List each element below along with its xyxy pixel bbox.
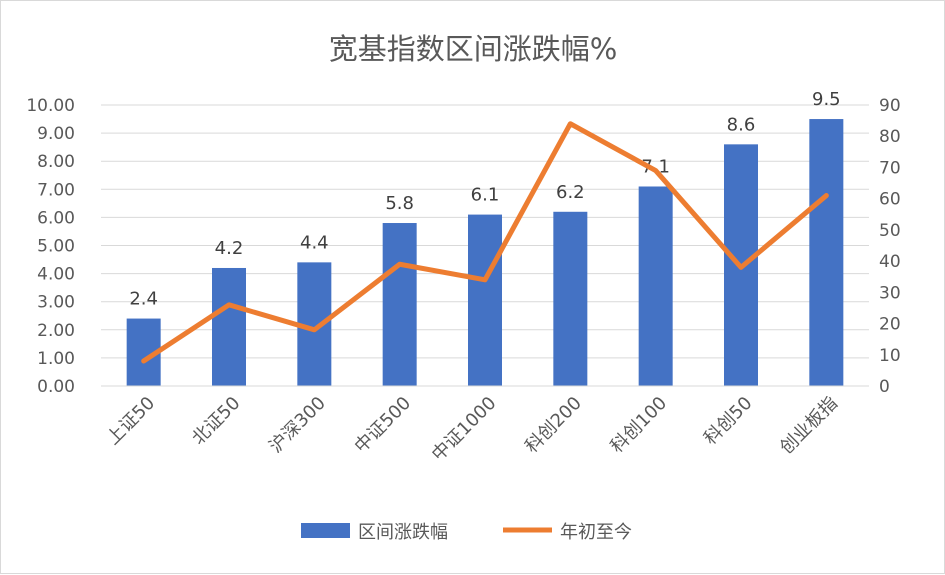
bar — [468, 215, 502, 386]
y-right-tick-label: 20 — [879, 315, 901, 335]
data-label: 6.2 — [556, 182, 585, 203]
y-left-tick-label: 8.00 — [37, 152, 75, 172]
data-label: 8.6 — [727, 114, 756, 135]
data-label: 9.5 — [812, 89, 841, 110]
y-left-tick-label: 4.00 — [37, 265, 75, 285]
bar — [809, 119, 843, 386]
chart-title: 宽基指数区间涨跌幅% — [329, 32, 618, 66]
data-label: 5.8 — [385, 193, 414, 214]
y-right-tick-label: 90 — [879, 96, 901, 116]
x-tick-label: 中证500 — [351, 393, 416, 458]
y-right-tick-label: 60 — [879, 190, 901, 210]
y-right-tick-label: 0 — [879, 377, 890, 397]
y-left-tick-label: 10.00 — [26, 96, 75, 116]
y-left-tick-label: 6.00 — [37, 208, 75, 228]
data-label: 4.4 — [300, 232, 329, 253]
x-tick-label: 北证50 — [188, 393, 245, 450]
data-label: 6.1 — [471, 185, 500, 206]
bar — [553, 212, 587, 386]
y-left-tick-label: 7.00 — [37, 180, 75, 200]
data-label: 2.4 — [129, 289, 158, 310]
bar — [639, 186, 673, 386]
legend-label-line: 年初至今 — [560, 522, 632, 543]
x-tick-label: 中证1000 — [428, 393, 501, 466]
x-tick-label: 上证50 — [103, 393, 160, 450]
legend-swatch-bar — [301, 523, 350, 538]
y-left-tick-label: 0.00 — [37, 377, 75, 397]
y-right-tick-label: 10 — [879, 346, 901, 366]
y-left-tick-label: 3.00 — [37, 293, 75, 313]
y-left-tick-label: 1.00 — [37, 349, 75, 369]
y-left-tick-label: 9.00 — [37, 124, 75, 144]
x-tick-label: 创业板指 — [776, 393, 842, 459]
x-tick-label: 科创50 — [700, 393, 757, 450]
axes: 0.00 1.00 2.00 3.00 4.00 5.00 6.00 7.00 8.00 9.00… — [26, 96, 900, 465]
y-right-tick-label: 30 — [879, 283, 901, 303]
x-tick-label: 沪深300 — [265, 393, 330, 458]
y-left-tick-label: 2.00 — [37, 321, 75, 341]
y-left-tick-label: 5.00 — [37, 237, 75, 257]
y-right-tick-label: 70 — [879, 158, 901, 178]
legend: 区间涨跌幅 年初至今 — [301, 522, 632, 543]
y-right-tick-label: 50 — [879, 221, 901, 241]
bar — [212, 268, 246, 386]
legend-label-bar: 区间涨跌幅 — [358, 522, 448, 543]
x-tick-label: 科创200 — [521, 393, 586, 458]
y-right-tick-label: 40 — [879, 252, 901, 272]
y-right-tick-label: 80 — [879, 127, 901, 147]
bar — [383, 223, 417, 386]
data-label: 4.2 — [215, 238, 244, 259]
x-tick-label: 科创100 — [607, 393, 672, 458]
